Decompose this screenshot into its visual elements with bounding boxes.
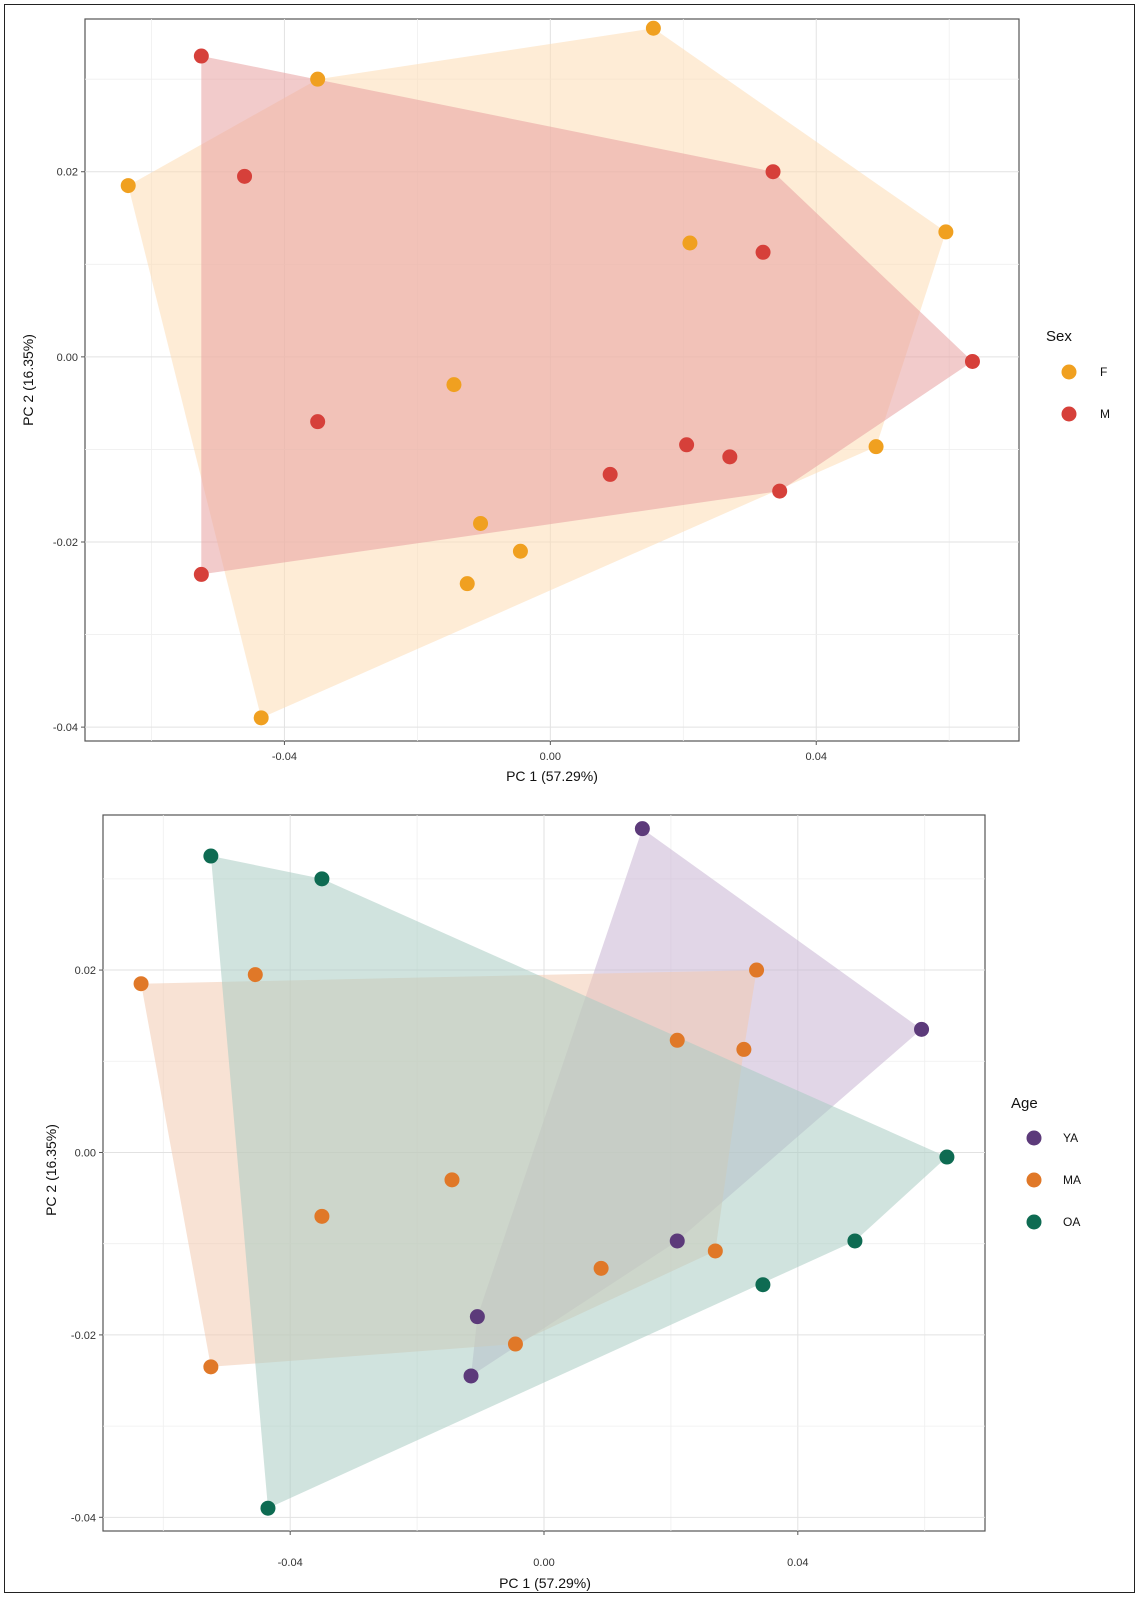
point-oa: [755, 1277, 771, 1293]
point-f: [682, 235, 698, 251]
point-ya: [669, 1233, 685, 1249]
points-sex: [120, 20, 980, 726]
point-m: [765, 164, 781, 180]
pca-sex-panel: -0.04 0.00 0.04 -0.04 -0.02 0.00 0.02 PC 1 (5…: [20, 18, 1110, 784]
legend-key-ma: [1026, 1172, 1042, 1188]
point-f: [512, 543, 528, 559]
x-tick-label: 0.04: [787, 1557, 808, 1569]
legend-key-m: [1061, 406, 1077, 422]
x-tick-label: 0.00: [540, 751, 561, 763]
point-oa: [314, 871, 330, 887]
point-oa: [260, 1500, 276, 1516]
legend-sex: Sex F M: [1046, 328, 1110, 422]
point-oa: [939, 1149, 955, 1165]
point-f: [938, 224, 954, 240]
legend-label-f: F: [1100, 365, 1107, 379]
point-f: [868, 439, 884, 455]
x-tick-label: 0.00: [533, 1557, 554, 1569]
pca-age-panel: -0.04 0.00 0.04 -0.04 -0.02 0.00 0.02 PC 1 (5…: [43, 814, 1081, 1591]
legend-label-ma: MA: [1063, 1173, 1081, 1187]
hull-m: [201, 56, 973, 575]
point-m: [310, 414, 326, 430]
point-m: [193, 566, 209, 582]
y-tick-label: -0.04: [71, 1512, 96, 1524]
figure-frame: [4, 4, 1135, 1593]
point-ya: [469, 1309, 485, 1325]
point-ma: [314, 1208, 330, 1224]
legend-label-oa: OA: [1063, 1215, 1080, 1229]
x-tick-label: 0.04: [806, 751, 827, 763]
y-ticks-sex: -0.04 -0.02 0.00 0.02: [53, 167, 85, 734]
point-ma: [749, 962, 765, 978]
x-tick-label: -0.04: [278, 1557, 303, 1569]
y-axis-title-sex: PC 2 (16.35%): [20, 334, 36, 426]
point-ma: [707, 1243, 723, 1259]
legend-age: Age YA MA OA: [1011, 1095, 1081, 1230]
x-tick-label: -0.04: [272, 751, 297, 763]
hull-oa: [210, 856, 947, 1509]
point-ma: [593, 1260, 609, 1276]
point-ma: [247, 967, 263, 983]
point-m: [964, 353, 980, 369]
x-ticks-sex: -0.04 0.00 0.04: [272, 741, 827, 763]
x-axis-title-sex: PC 1 (57.29%): [506, 768, 598, 784]
point-ma: [736, 1041, 752, 1057]
point-m: [237, 168, 253, 184]
point-oa: [203, 848, 219, 864]
legend-label-m: M: [1100, 407, 1110, 421]
y-tick-label: -0.04: [53, 722, 78, 734]
y-tick-label: 0.02: [57, 167, 78, 179]
legend-title-age: Age: [1011, 1095, 1038, 1112]
x-axis-title-age: PC 1 (57.29%): [499, 1575, 591, 1591]
y-tick-label: 0.00: [57, 352, 78, 364]
point-ma: [133, 976, 149, 992]
y-tick-label: -0.02: [53, 537, 78, 549]
legend-key-f: [1061, 364, 1077, 380]
point-ma: [203, 1359, 219, 1375]
y-axis-title-age: PC 2 (16.35%): [43, 1124, 59, 1216]
point-ya: [914, 1021, 930, 1037]
point-ya: [634, 821, 650, 837]
legend-key-ya: [1026, 1130, 1042, 1146]
legend-key-oa: [1026, 1214, 1042, 1230]
point-m: [193, 48, 209, 64]
point-ma: [669, 1032, 685, 1048]
point-m: [755, 244, 771, 260]
point-m: [722, 449, 738, 465]
point-oa: [847, 1233, 863, 1249]
y-tick-label: 0.02: [75, 965, 96, 977]
y-tick-label: -0.02: [71, 1330, 96, 1342]
point-ya: [463, 1368, 479, 1384]
point-f: [473, 515, 489, 531]
point-m: [602, 466, 618, 482]
legend-label-ya: YA: [1063, 1131, 1078, 1145]
point-f: [459, 576, 475, 592]
point-m: [772, 483, 788, 499]
y-ticks-age: -0.04 -0.02 0.00 0.02: [71, 965, 103, 1524]
point-m: [679, 437, 695, 453]
point-f: [120, 178, 136, 194]
y-tick-label: 0.00: [75, 1147, 96, 1159]
point-f: [253, 710, 269, 726]
hulls-sex: [128, 28, 973, 718]
point-f: [446, 377, 462, 393]
points-age: [133, 821, 955, 1516]
point-f: [310, 71, 326, 87]
point-ma: [444, 1172, 460, 1188]
point-f: [645, 20, 661, 36]
legend-title-sex: Sex: [1046, 328, 1072, 345]
x-ticks-age: -0.04 0.00 0.04: [278, 1531, 809, 1569]
point-ma: [507, 1336, 523, 1352]
